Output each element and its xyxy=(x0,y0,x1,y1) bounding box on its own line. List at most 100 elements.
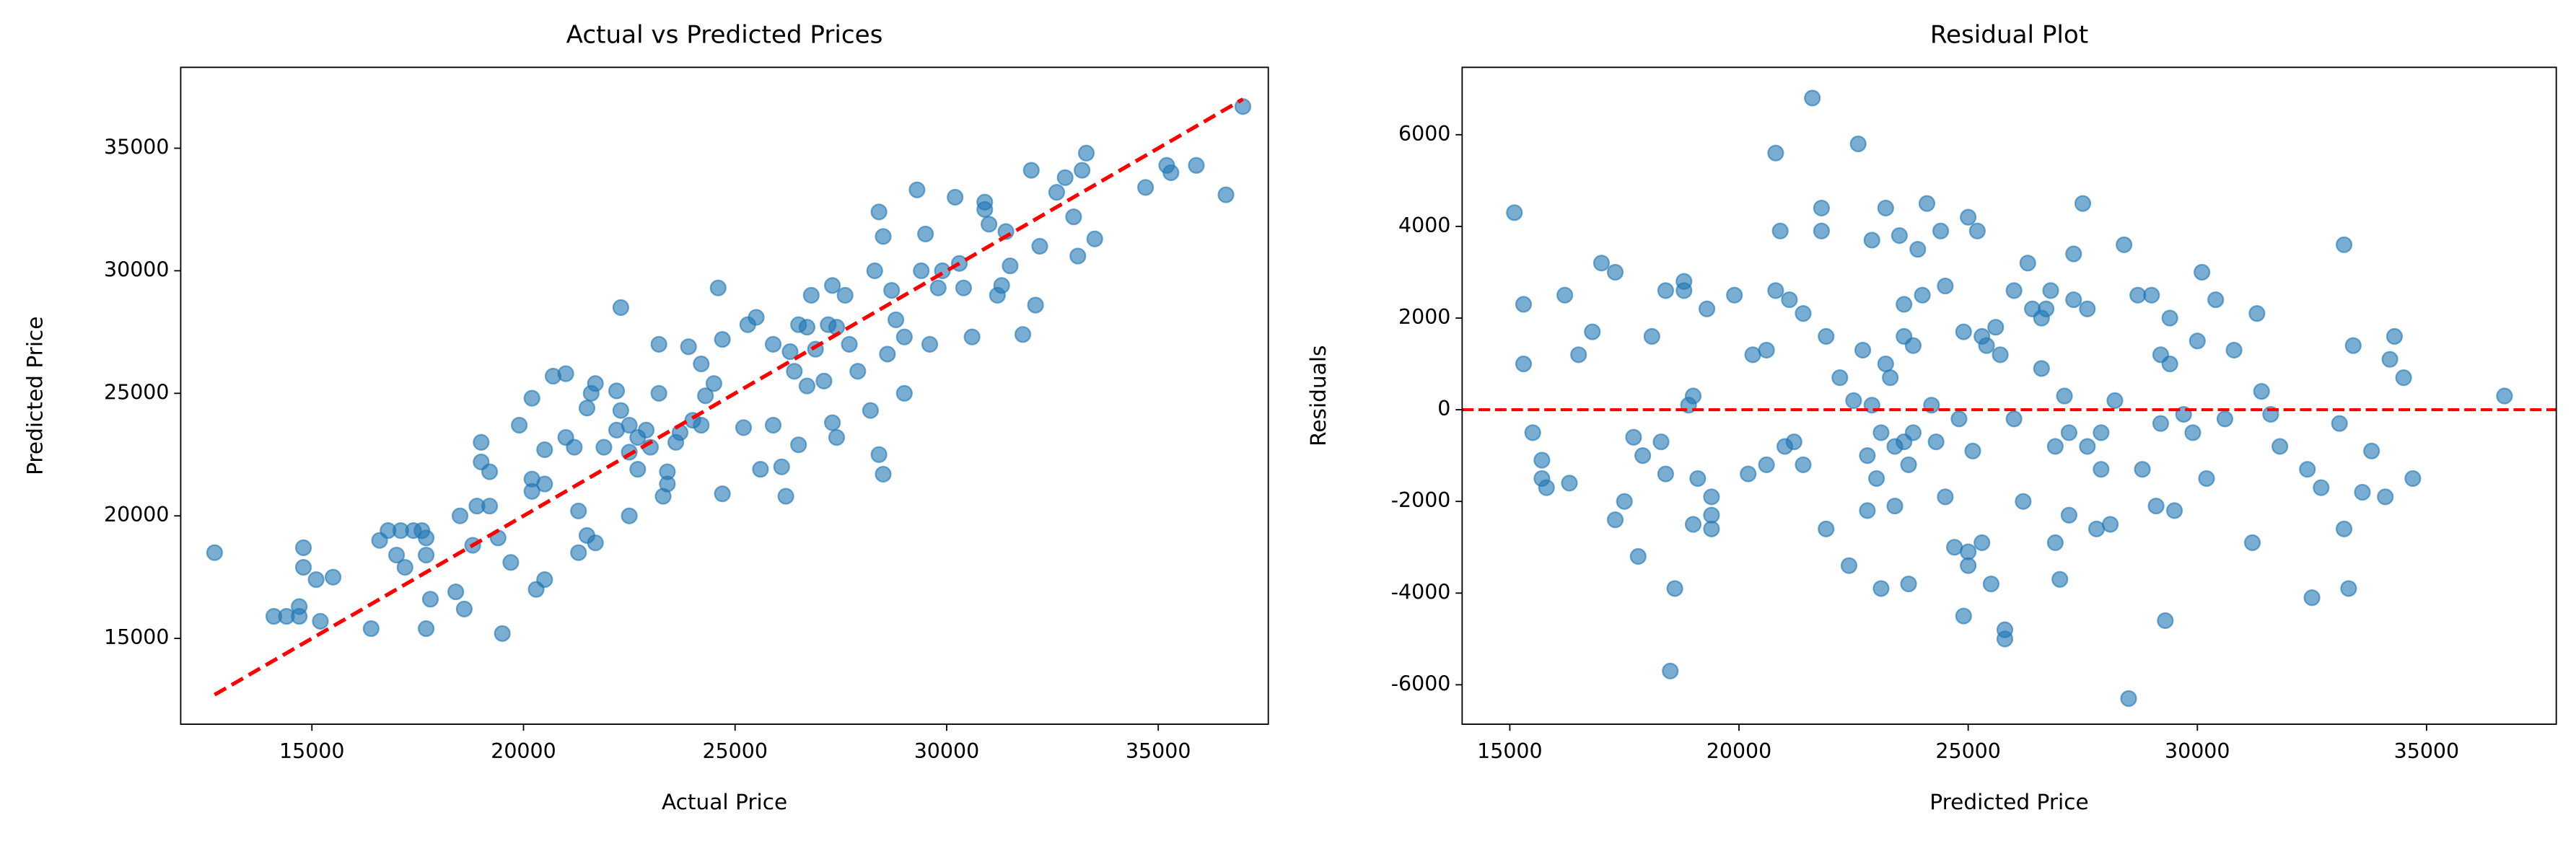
scatter-point xyxy=(1859,447,1876,464)
scatter-point xyxy=(875,465,892,483)
scatter-point xyxy=(1781,291,1798,309)
scatter-point xyxy=(980,216,998,233)
scatter-point xyxy=(1813,222,1830,239)
scatter-point xyxy=(587,375,604,392)
scatter-point xyxy=(557,365,574,382)
scatter-point xyxy=(2079,438,2096,455)
scatter-point xyxy=(1863,232,1880,249)
scatter-point xyxy=(324,568,342,586)
scatter-point xyxy=(1900,456,1917,473)
scatter-point xyxy=(1666,580,1683,597)
scatter-point xyxy=(1950,410,1968,428)
scatter-point xyxy=(1882,369,1899,387)
scatter-point xyxy=(650,384,667,402)
scatter-point xyxy=(2161,355,2178,373)
scatter-point xyxy=(2248,305,2266,322)
scatter-point xyxy=(955,279,973,296)
scatter-point xyxy=(447,583,465,601)
scatter-point xyxy=(1027,296,1044,314)
scatter-point xyxy=(875,228,892,245)
scatter-point xyxy=(752,461,769,478)
scatter-point xyxy=(1818,327,1835,345)
scatter-point xyxy=(764,335,782,353)
y-axis-label: Predicted Price xyxy=(23,317,48,475)
scatter-point xyxy=(1584,323,1601,340)
scatter-point xyxy=(895,384,913,402)
scatter-point xyxy=(396,558,413,576)
scatter-point xyxy=(451,507,469,524)
scatter-point xyxy=(1634,447,1652,464)
scatter-point xyxy=(307,571,325,589)
scatter-point xyxy=(1927,433,1945,451)
y-tick-label: -2000 xyxy=(1391,488,1451,512)
scatter-point xyxy=(2065,291,2082,309)
scatter-point xyxy=(1625,428,1642,446)
chart-title: Actual vs Predicted Prices xyxy=(566,21,883,50)
scatter-point xyxy=(2395,369,2412,387)
y-tick-label: 15000 xyxy=(104,625,169,649)
scatter-point xyxy=(2046,534,2064,552)
scatter-point xyxy=(494,625,511,642)
scatter-point xyxy=(1616,493,1633,510)
scatter-point xyxy=(2165,502,2183,519)
scatter-point xyxy=(1740,465,1757,483)
scatter-point xyxy=(2074,195,2092,212)
scatter-point xyxy=(1955,607,1972,625)
chart-title: Residual Plot xyxy=(1930,21,2088,50)
scatter-point xyxy=(1767,282,1784,299)
y-tick-label: 0 xyxy=(1437,397,1450,420)
scatter-point xyxy=(1891,226,1908,245)
scatter-point xyxy=(566,439,583,456)
y-tick-label: -4000 xyxy=(1391,580,1451,604)
scatter-point xyxy=(608,382,626,400)
y-tick-label: -6000 xyxy=(1391,672,1451,695)
scatter-point xyxy=(1992,346,2009,364)
scatter-point xyxy=(455,600,473,617)
scatter-point xyxy=(2051,571,2069,588)
scatter-point xyxy=(523,483,540,500)
scatter-point xyxy=(621,507,638,524)
scatter-point xyxy=(1831,369,1849,387)
x-tick-label: 35000 xyxy=(2394,739,2459,763)
scatter-point xyxy=(929,279,947,296)
scatter-point xyxy=(802,286,820,304)
scatter-point xyxy=(1593,255,1611,272)
scatter-point xyxy=(1657,465,1675,483)
scatter-point xyxy=(883,281,901,299)
scatter-point xyxy=(1904,424,1922,441)
scatter-point xyxy=(895,328,913,345)
scatter-point xyxy=(595,439,613,456)
scatter-point xyxy=(2243,534,2261,552)
scatter-point xyxy=(1937,277,1954,295)
scatter-point xyxy=(1698,300,1716,317)
x-tick-label: 20000 xyxy=(1707,739,1771,763)
scatter-point xyxy=(1662,662,1679,679)
scatter-point xyxy=(1795,305,1812,322)
scatter-point xyxy=(1968,222,1986,239)
scatter-point xyxy=(1506,204,1523,221)
scatter-point xyxy=(879,345,896,363)
scatter-point xyxy=(2060,506,2078,524)
scatter-point xyxy=(1955,323,1972,340)
scatter-point xyxy=(2093,461,2110,478)
scatter-point xyxy=(862,402,880,419)
scatter-point xyxy=(1840,557,1858,574)
scatter-point xyxy=(1982,575,2000,593)
scatter-point xyxy=(1606,263,1624,281)
scatter-point xyxy=(362,620,380,638)
scatter-point xyxy=(1744,346,1761,364)
scatter-point xyxy=(2340,580,2357,597)
scatter-point xyxy=(312,612,329,630)
scatter-point xyxy=(612,402,629,419)
scatter-point xyxy=(824,414,841,431)
scatter-point xyxy=(1652,433,1670,451)
scatter-point xyxy=(502,554,520,571)
reference-line xyxy=(214,97,1244,697)
scatter-point xyxy=(1002,257,1019,275)
scatter-point xyxy=(1086,230,1103,247)
scatter-point xyxy=(963,328,981,345)
x-tick-label: 30000 xyxy=(914,739,979,763)
scatter-point xyxy=(1684,516,1702,533)
y-tick-label: 35000 xyxy=(104,135,169,159)
